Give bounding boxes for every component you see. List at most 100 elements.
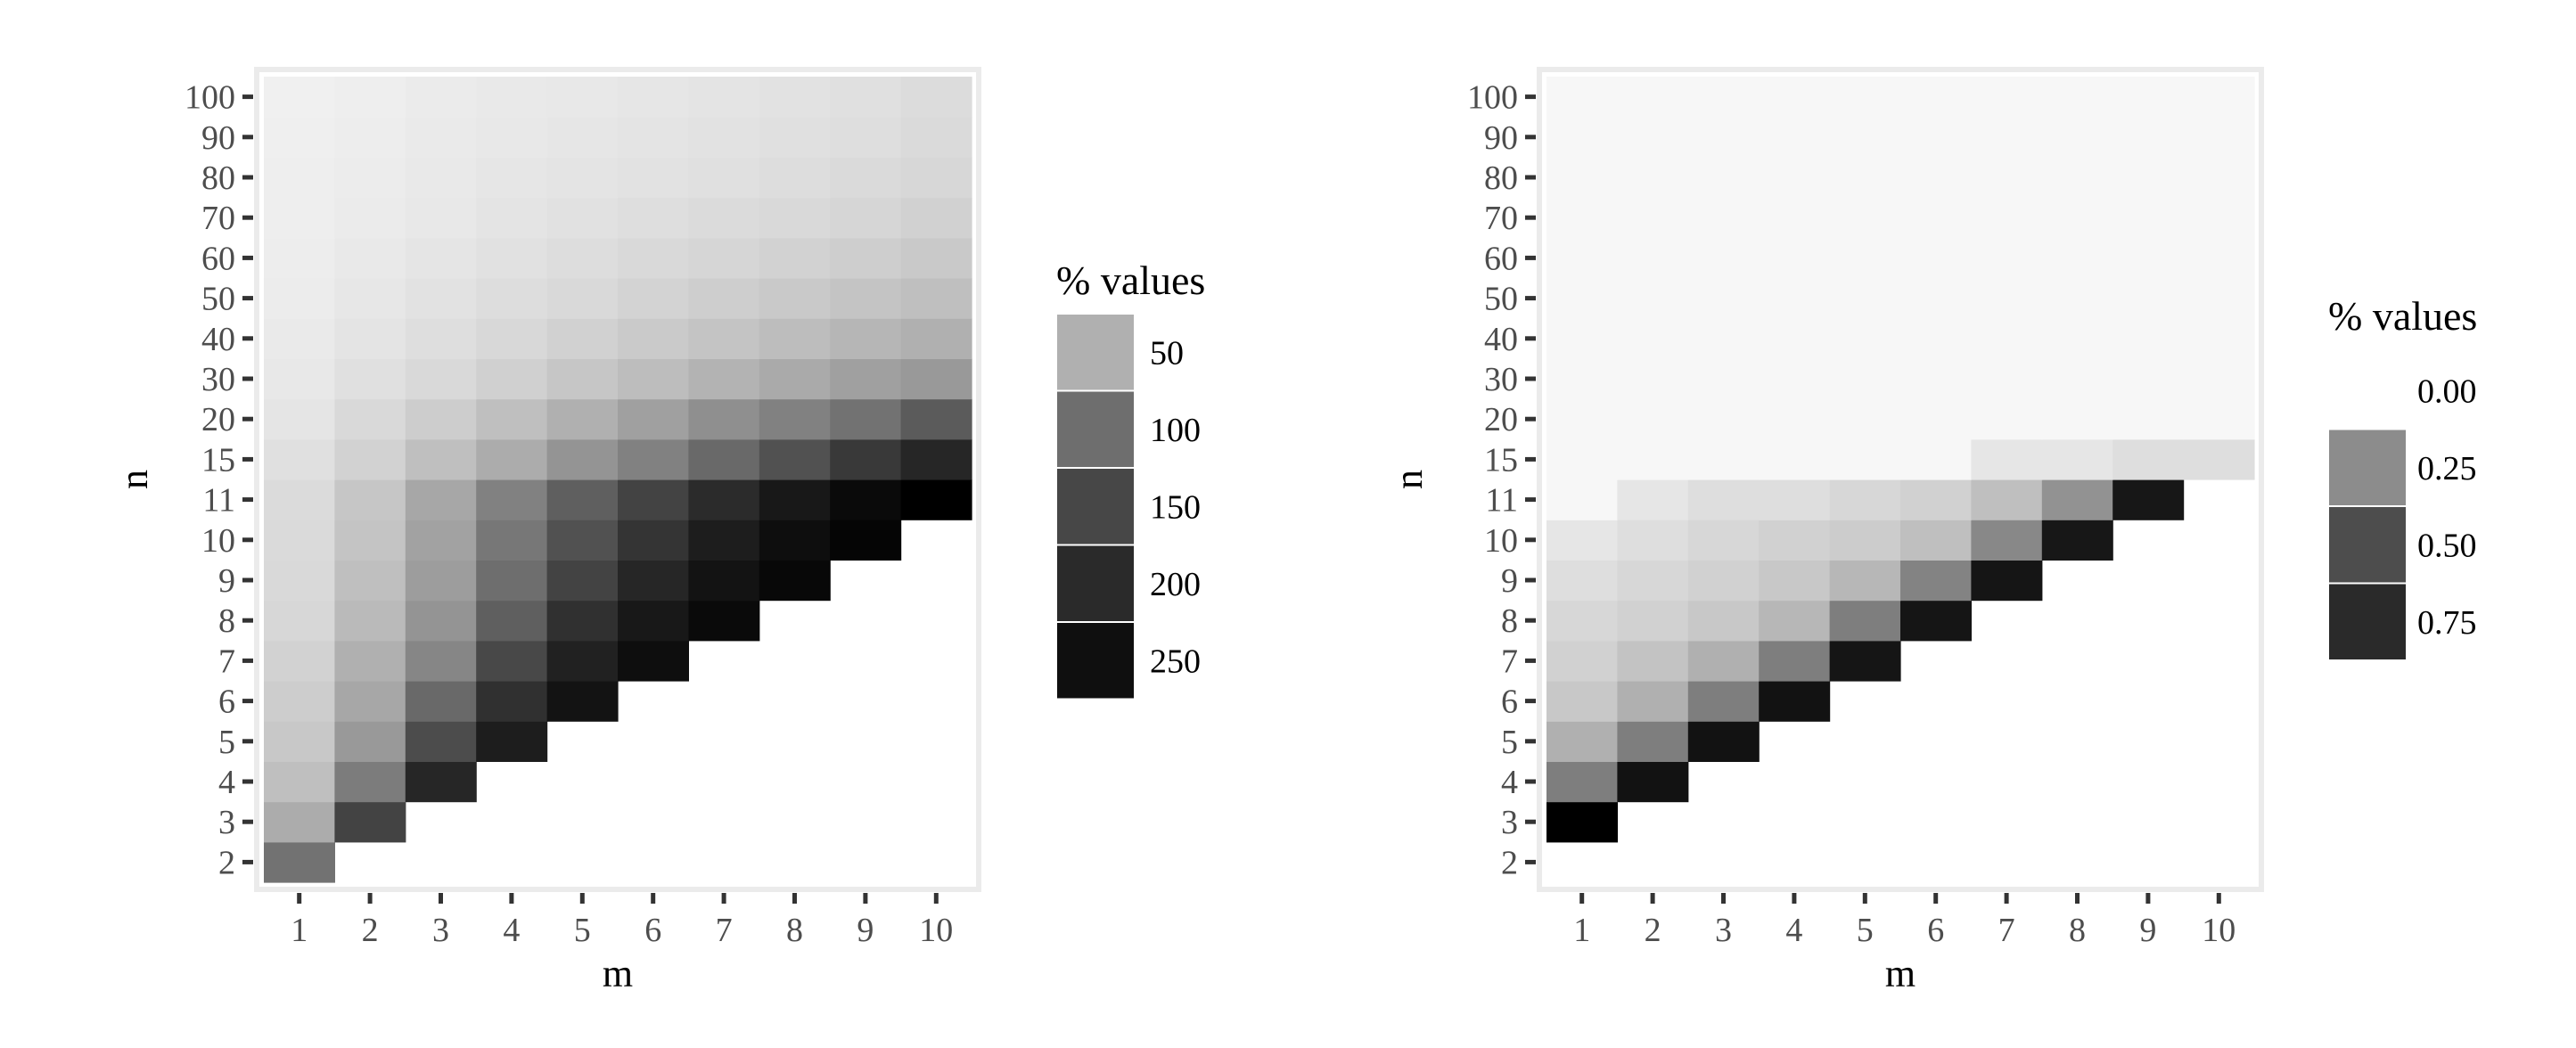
heatmap-cell — [900, 117, 972, 158]
x-axis-title: m — [1885, 952, 1916, 995]
legend-key — [1055, 389, 1136, 469]
heatmap-cell — [759, 358, 831, 400]
heatmap-cell — [334, 278, 406, 319]
heatmap-cell — [1900, 520, 1972, 561]
heatmap-cell — [264, 438, 335, 480]
heatmap-cell — [1971, 438, 2043, 480]
y-tick-label: 60 — [1484, 240, 1518, 277]
heatmap-cell — [476, 560, 548, 602]
heatmap-cell — [1971, 520, 2043, 561]
heatmap-cell — [830, 117, 902, 158]
x-tick-label: 1 — [291, 912, 308, 949]
heatmap-cell — [900, 237, 972, 279]
y-tick-label: 15 — [1484, 441, 1518, 479]
heatmap-cell — [688, 560, 760, 602]
y-tick-label: 7 — [1501, 643, 1518, 680]
heatmap-cell — [2112, 398, 2185, 440]
heatmap-cell — [2183, 237, 2255, 279]
heatmap-cell — [1971, 197, 2043, 239]
heatmap-cell — [830, 237, 902, 279]
heatmap-cell — [405, 318, 477, 359]
y-tick-label: 80 — [201, 160, 235, 197]
x-tick-label: 8 — [2069, 912, 2086, 949]
heatmap-cell — [1829, 479, 1901, 520]
heatmap-cell — [334, 761, 406, 803]
heatmap-cell — [688, 600, 760, 642]
y-tick-label: 3 — [218, 804, 235, 841]
heatmap-cell — [2041, 520, 2113, 561]
heatmap-cell — [1546, 358, 1618, 400]
heatmap-cell — [1617, 197, 1689, 239]
heatmap-cell — [2041, 398, 2113, 440]
heatmap-cell — [618, 197, 689, 239]
x-tick-label: 3 — [432, 912, 449, 949]
heatmap-cell — [1829, 237, 1901, 279]
heatmap-cell — [1971, 398, 2043, 440]
heatmap-cell — [830, 520, 902, 561]
heatmap-cell — [546, 278, 619, 319]
heatmap-cell — [1759, 358, 1831, 400]
heatmap-cell — [1900, 278, 1972, 319]
heatmap-cell — [1687, 640, 1760, 682]
heatmap-cell — [1900, 479, 1972, 520]
heatmap-cell — [476, 520, 548, 561]
heatmap-cell — [1900, 560, 1972, 602]
heatmap-cell — [405, 117, 477, 158]
heatmap-cell — [1759, 77, 1831, 118]
heatmap-cell — [759, 197, 831, 239]
heatmap-cell — [688, 278, 760, 319]
heatmap-cell — [830, 157, 902, 199]
heatmap-cell — [1687, 237, 1760, 279]
legend: % values 50 100 150 200 250 — [1055, 258, 1205, 700]
heatmap-cell — [2183, 438, 2255, 480]
x-tick-label: 8 — [786, 912, 803, 949]
heatmap-cell — [618, 77, 689, 118]
heatmap-cell — [546, 681, 619, 722]
heatmap-cell — [900, 157, 972, 199]
heatmap-cell — [264, 520, 335, 561]
x-tick-label: 4 — [1785, 912, 1802, 949]
heatmap-cell — [1687, 77, 1760, 118]
heatmap-cell — [1617, 600, 1689, 642]
heatmap-cell — [1759, 237, 1831, 279]
y-tick-label: 40 — [201, 321, 235, 358]
heatmap-cell — [618, 398, 689, 440]
heatmap-cell — [405, 398, 477, 440]
x-tick-label: 2 — [1645, 912, 1661, 949]
heatmap-cell — [546, 318, 619, 359]
heatmap-cell — [1971, 157, 2043, 199]
heatmap-cell — [1617, 761, 1689, 803]
legend-label: 150 — [1150, 488, 1201, 526]
heatmap-cell — [1546, 438, 1618, 480]
heatmap-cell — [264, 761, 335, 803]
heatmap-cell — [1617, 438, 1689, 480]
heatmap-cell — [618, 560, 689, 602]
heatmap-cell — [688, 438, 760, 480]
y-axis-title: n — [1387, 470, 1431, 489]
heatmap-cell — [264, 278, 335, 319]
heatmap-cell — [1617, 157, 1689, 199]
x-tick-label: 9 — [857, 912, 874, 949]
heatmap-cell — [900, 278, 972, 319]
heatmap-cell — [900, 438, 972, 480]
x-tick-label: 5 — [574, 912, 591, 949]
heatmap-cell — [2041, 197, 2113, 239]
heatmap-cell — [1759, 600, 1831, 642]
heatmap-cell — [1829, 520, 1901, 561]
heatmap-cell — [1546, 560, 1618, 602]
y-tick-label: 50 — [1484, 281, 1518, 318]
legend-label: 0.00 — [2417, 373, 2477, 410]
heatmap-cell — [1900, 600, 1972, 642]
heatmap-cell — [405, 237, 477, 279]
heatmap-cell — [830, 438, 902, 480]
heatmap-cell — [1687, 157, 1760, 199]
heatmap-cell — [1546, 600, 1618, 642]
heatmap-cell — [405, 278, 477, 319]
heatmap-cell — [334, 117, 406, 158]
heatmap-cell — [1759, 640, 1831, 682]
heatmap-cell — [1687, 520, 1760, 561]
heatmap-cell — [476, 318, 548, 359]
heatmap-cell — [1687, 560, 1760, 602]
